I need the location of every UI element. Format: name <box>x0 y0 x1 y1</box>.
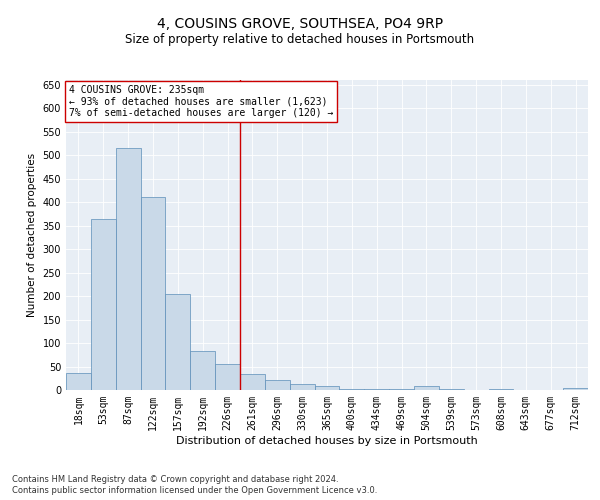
Bar <box>240 374 265 390</box>
Bar <box>364 389 389 390</box>
Bar <box>190 351 215 390</box>
Bar <box>414 386 439 390</box>
Bar <box>91 218 116 390</box>
Text: 4, COUSINS GROVE, SOUTHSEA, PO4 9RP: 4, COUSINS GROVE, SOUTHSEA, PO4 9RP <box>157 18 443 32</box>
Bar <box>166 294 190 390</box>
Bar <box>215 364 240 390</box>
Text: Contains public sector information licensed under the Open Government Licence v3: Contains public sector information licen… <box>12 486 377 495</box>
Bar <box>265 380 290 390</box>
Bar <box>563 388 588 390</box>
Bar <box>488 388 514 390</box>
Bar <box>314 386 340 390</box>
Y-axis label: Number of detached properties: Number of detached properties <box>27 153 37 317</box>
Text: Size of property relative to detached houses in Portsmouth: Size of property relative to detached ho… <box>125 32 475 46</box>
Bar <box>116 148 140 390</box>
Bar <box>340 389 364 390</box>
Text: 4 COUSINS GROVE: 235sqm
← 93% of detached houses are smaller (1,623)
7% of semi-: 4 COUSINS GROVE: 235sqm ← 93% of detache… <box>68 84 333 118</box>
Bar <box>66 372 91 390</box>
Bar <box>439 389 464 390</box>
Text: Contains HM Land Registry data © Crown copyright and database right 2024.: Contains HM Land Registry data © Crown c… <box>12 475 338 484</box>
Bar <box>290 384 314 390</box>
X-axis label: Distribution of detached houses by size in Portsmouth: Distribution of detached houses by size … <box>176 436 478 446</box>
Bar <box>140 198 166 390</box>
Bar <box>389 389 414 390</box>
